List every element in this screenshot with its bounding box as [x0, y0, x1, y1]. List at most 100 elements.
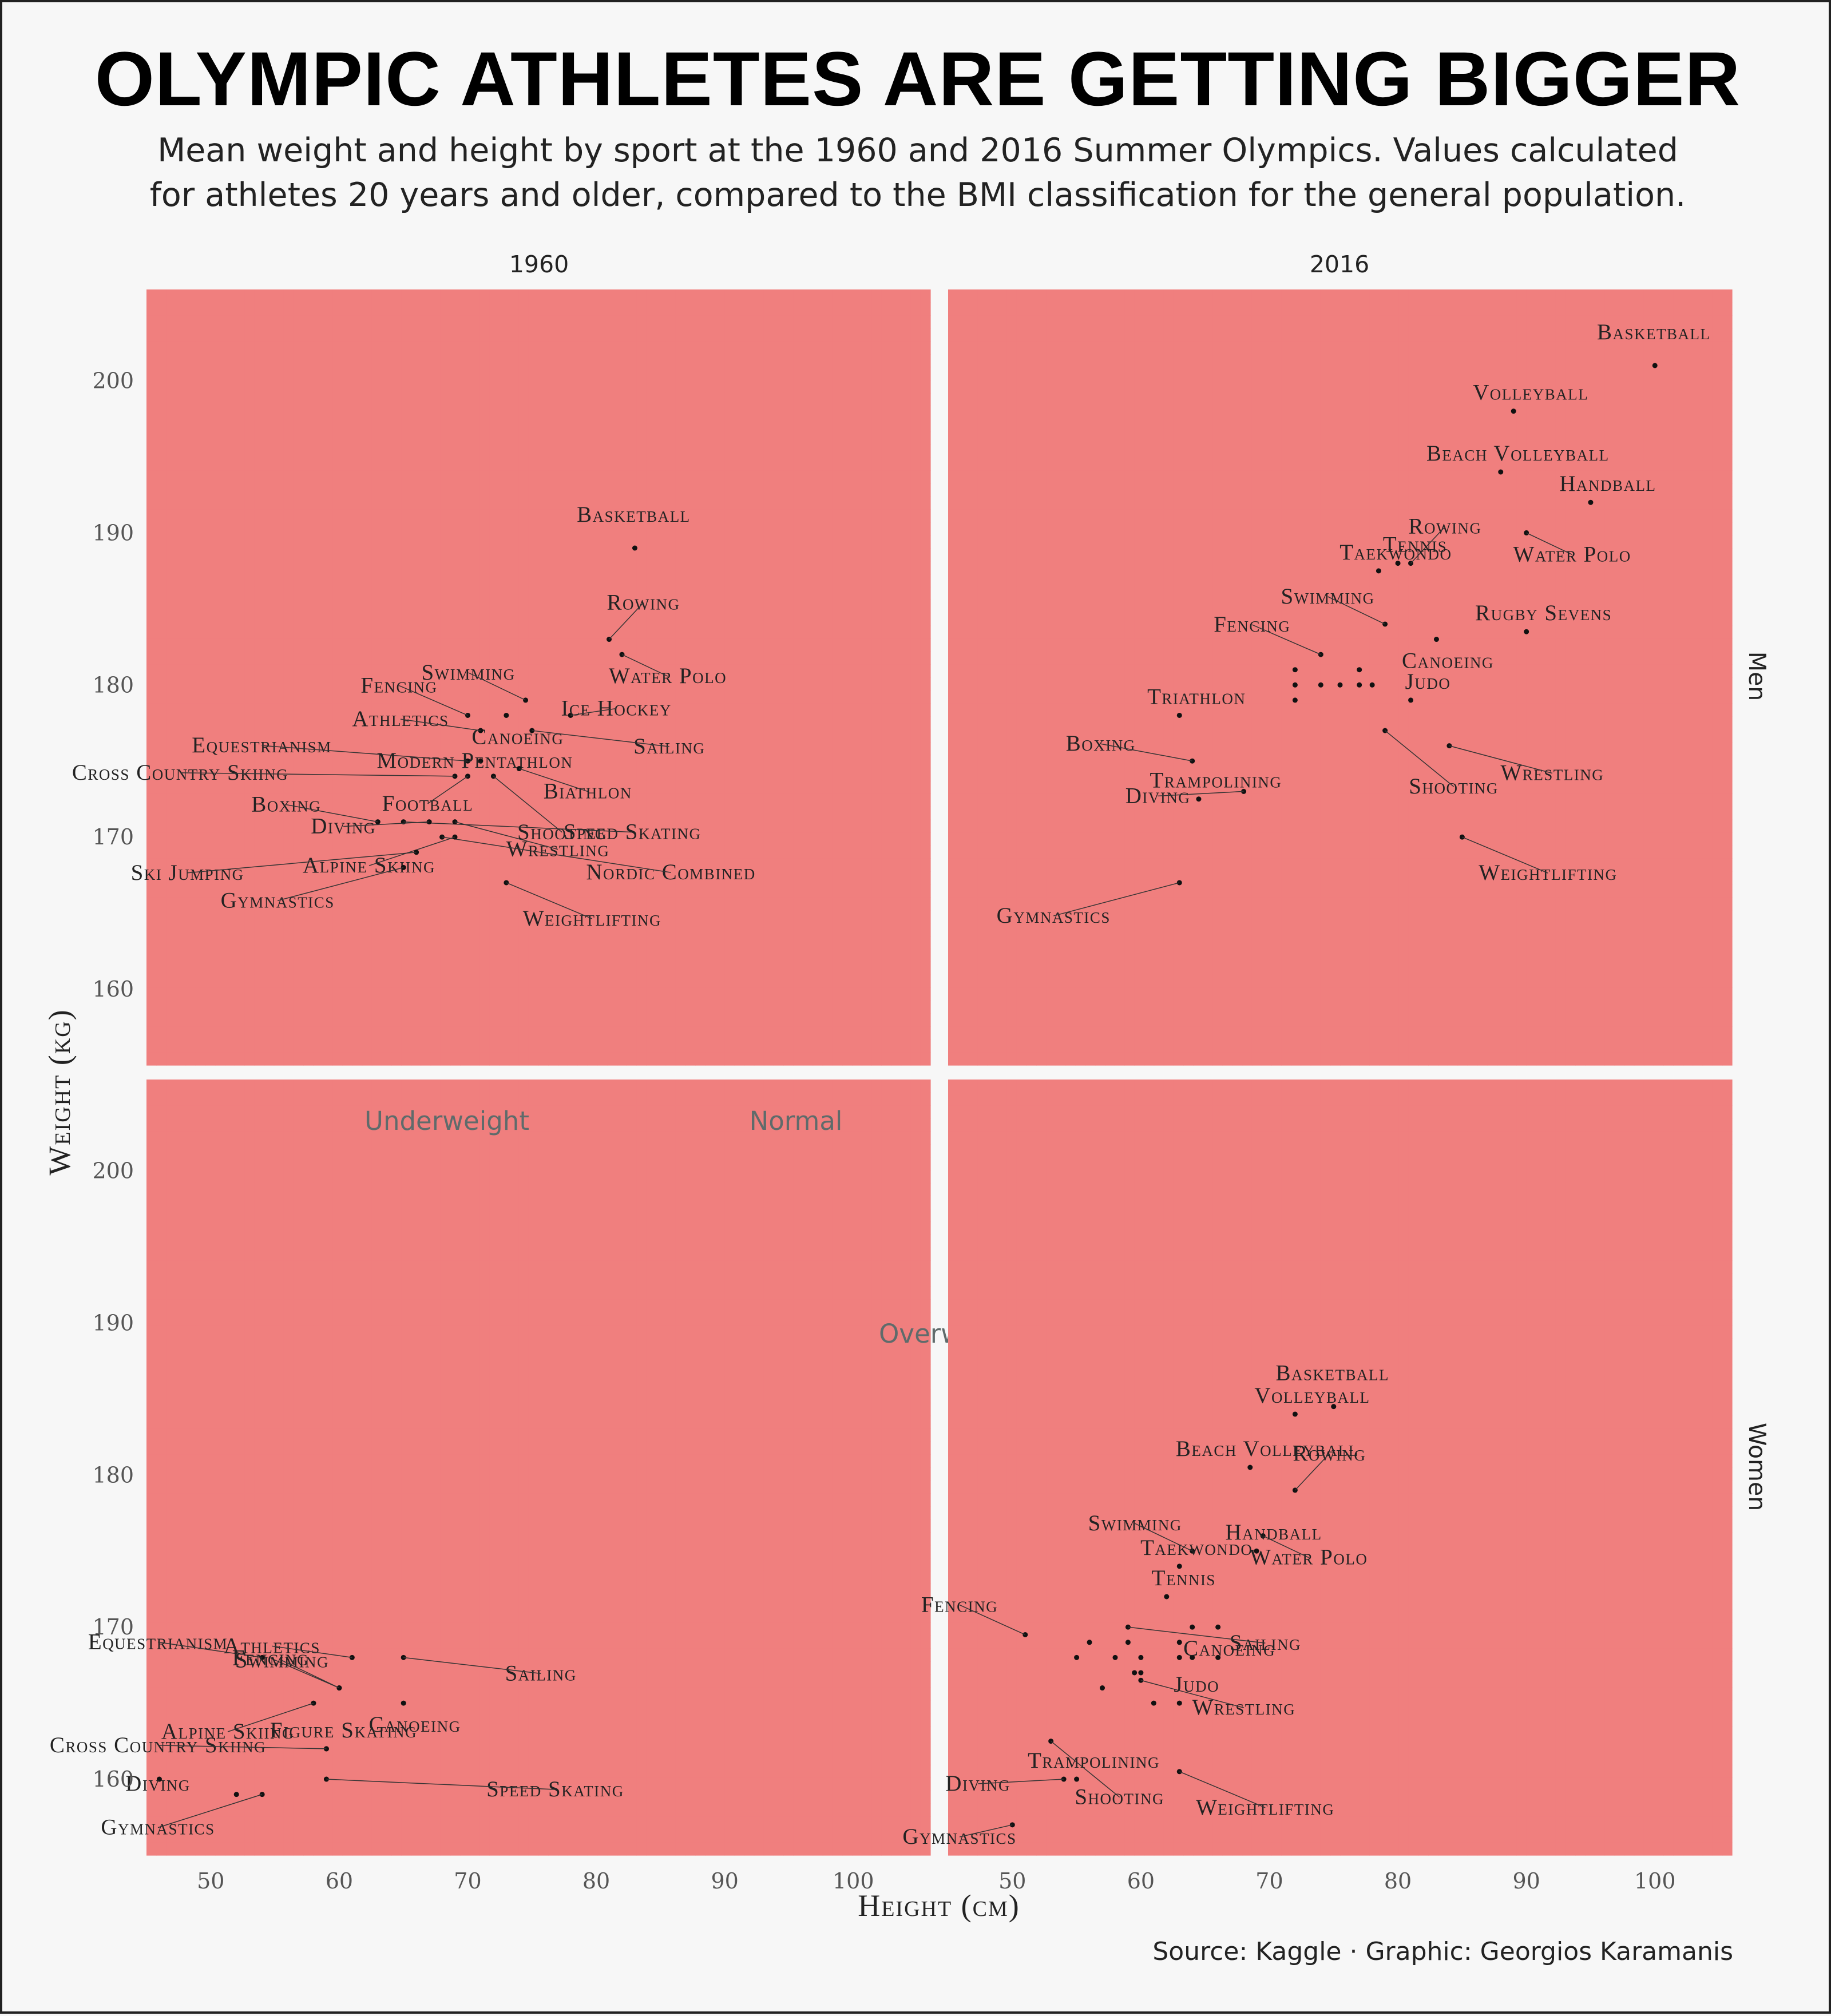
bmi-cell — [460, 871, 470, 884]
bmi-cell — [235, 949, 245, 962]
bmi-cell — [538, 522, 549, 535]
bmi-cell — [597, 289, 608, 303]
bmi-cell — [479, 975, 490, 988]
bmi-cell — [470, 600, 480, 613]
bmi-cell — [196, 522, 206, 535]
bmi-cell — [597, 341, 608, 354]
bmi-cell — [362, 987, 372, 1001]
bmi-cell — [196, 949, 206, 962]
bmi-cell — [607, 445, 617, 458]
bmi-cell — [441, 910, 451, 923]
bmi-cell — [509, 497, 520, 510]
bmi-cell — [548, 987, 558, 1001]
bmi-cell — [538, 638, 549, 652]
bmi-cell — [627, 962, 637, 975]
bmi-cell — [343, 923, 353, 936]
bmi-cell — [450, 846, 461, 859]
bmi-cell — [244, 858, 255, 871]
bmi-cell — [538, 509, 549, 522]
bmi-cell — [529, 1026, 539, 1039]
bmi-cell — [323, 1001, 333, 1014]
bmi-cell — [332, 587, 343, 600]
bmi-cell — [450, 949, 461, 962]
bmi-cell — [509, 1039, 520, 1053]
bmi-cell — [196, 432, 206, 445]
bmi-cell — [617, 1001, 627, 1014]
bmi-cell — [529, 483, 539, 497]
bmi-cell — [244, 509, 255, 522]
bmi-cell — [558, 445, 568, 458]
bmi-cell — [196, 703, 206, 716]
bmi-cell — [431, 949, 441, 962]
bmi-cell — [264, 561, 275, 574]
bmi-cell — [313, 535, 323, 548]
bmi-cell — [323, 690, 333, 704]
bmi-cell — [558, 987, 568, 1001]
bmi-cell — [382, 975, 392, 988]
bmi-cell — [264, 406, 275, 419]
bmi-cell — [597, 742, 608, 755]
bmi-cell — [176, 987, 186, 1001]
bmi-cell — [500, 962, 510, 975]
bmi-cell — [391, 574, 402, 587]
bmi-cell — [274, 987, 284, 1001]
bmi-cell — [215, 419, 225, 432]
bmi-cell — [313, 341, 323, 354]
bmi-cell — [146, 987, 157, 1001]
bmi-cell — [235, 690, 245, 704]
bmi-cell — [460, 1052, 470, 1065]
bmi-cell — [244, 936, 255, 949]
bmi-cell — [215, 1014, 225, 1027]
bmi-cell — [500, 445, 510, 458]
bmi-cell — [460, 470, 470, 483]
bmi-cell — [352, 341, 363, 354]
bmi-cell — [558, 1001, 568, 1014]
bmi-cell — [489, 432, 500, 445]
bmi-cell — [382, 910, 392, 923]
bmi-cell — [607, 393, 617, 406]
bmi-cell — [382, 315, 392, 328]
bmi-cell — [166, 367, 176, 380]
bmi-cell — [225, 949, 235, 962]
bmi-cell — [352, 470, 363, 483]
bmi-cell — [372, 574, 382, 587]
bmi-cell — [244, 1026, 255, 1039]
bmi-cell — [323, 626, 333, 639]
bmi-cell — [519, 807, 529, 820]
bmi-cell — [578, 535, 588, 548]
bmi-cell — [607, 458, 617, 471]
bmi-cell — [431, 897, 441, 910]
bmi-cell — [205, 587, 216, 600]
bmi-cell — [235, 807, 245, 820]
bmi-cell — [597, 626, 608, 639]
bmi-cell — [186, 522, 196, 535]
bmi-cell — [588, 432, 598, 445]
bmi-cell — [156, 587, 167, 600]
bmi-cell — [284, 820, 294, 833]
bmi-cell — [352, 289, 363, 303]
bmi-cell — [146, 936, 157, 949]
bmi-cell — [627, 949, 637, 962]
bmi-cell — [607, 432, 617, 445]
bmi-cell — [156, 509, 167, 522]
bmi-cell — [254, 987, 264, 1001]
bmi-cell — [538, 652, 549, 665]
bmi-cell — [421, 341, 431, 354]
bmi-cell — [205, 393, 216, 406]
bmi-cell — [401, 1026, 411, 1039]
bmi-cell — [460, 561, 470, 574]
bmi-cell — [470, 910, 480, 923]
bmi-cell — [343, 458, 353, 471]
bmi-cell — [166, 897, 176, 910]
bmi-cell — [156, 393, 167, 406]
bmi-cell — [588, 1014, 598, 1027]
bmi-cell — [235, 716, 245, 729]
bmi-cell — [176, 832, 186, 846]
bmi-cell — [372, 535, 382, 548]
bmi-cell — [411, 987, 421, 1001]
bmi-cell — [205, 652, 216, 665]
bmi-cell — [636, 626, 647, 639]
bmi-cell — [294, 652, 304, 665]
bmi-cell — [225, 303, 235, 316]
bmi-cell — [548, 535, 558, 548]
